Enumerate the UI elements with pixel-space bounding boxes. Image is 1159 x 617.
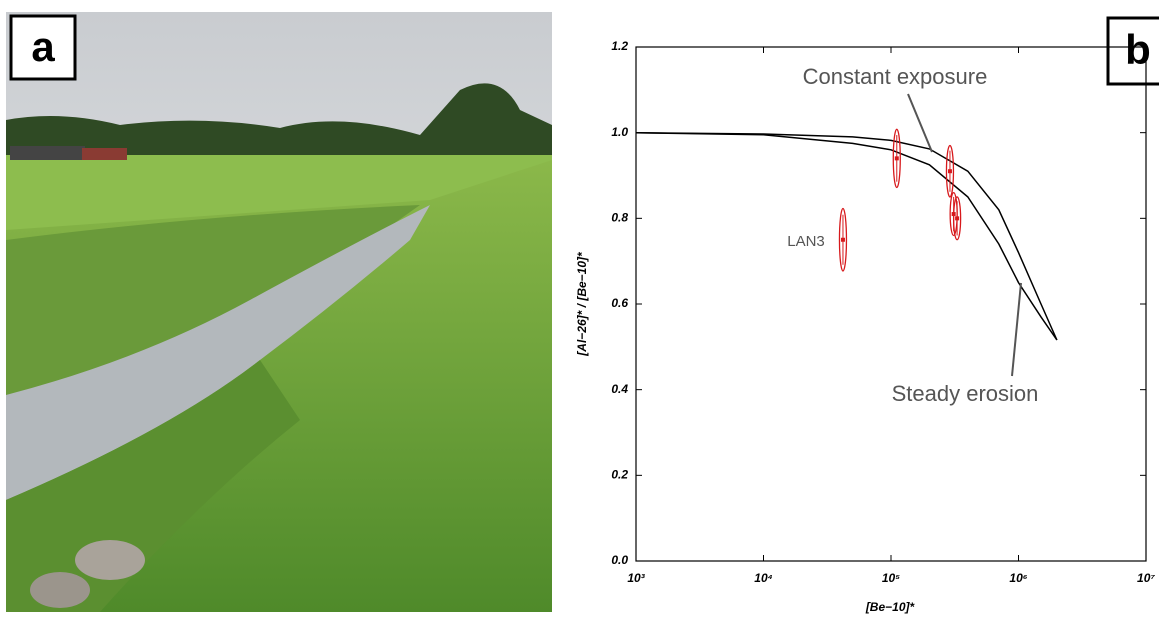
y-axis-label: [Al−26]* / [Be−10]*	[575, 251, 589, 357]
point	[947, 169, 952, 174]
x-tick-label: 10³	[627, 571, 645, 585]
x-axis-label: [Be−10]*	[865, 600, 916, 614]
y-tick-label: 0.4	[611, 382, 628, 396]
y-tick-label: 0.8	[611, 211, 628, 225]
x-tick-label: 10⁷	[1137, 571, 1155, 585]
y-tick-label: 0.2	[611, 468, 628, 482]
x-tick-label: 10⁴	[754, 571, 772, 585]
annotation: Constant exposure	[803, 64, 988, 89]
photo	[6, 12, 552, 612]
y-tick-label: 1.2	[611, 39, 628, 53]
annotation: Steady erosion	[892, 381, 1039, 406]
panel-label-box	[9, 14, 77, 81]
y-tick-label: 0.0	[611, 553, 628, 567]
model-curve	[635, 131, 1058, 341]
y-tick-label: 0.6	[611, 296, 628, 310]
leader-line	[907, 93, 933, 153]
panel-label: b	[1125, 26, 1151, 73]
x-tick-label: 10⁵	[882, 571, 900, 585]
error-ellipse	[952, 196, 962, 241]
error-ellipse	[838, 207, 848, 272]
point	[840, 237, 845, 242]
panel-label: a	[31, 23, 55, 70]
point	[955, 216, 960, 221]
panel-label-box	[1106, 16, 1159, 86]
plot-frame	[635, 46, 1147, 562]
y-tick-label: 1.0	[611, 125, 628, 139]
x-tick-label: 10⁶	[1009, 571, 1027, 585]
point	[894, 156, 899, 161]
leader-line	[1011, 282, 1022, 377]
error-ellipse	[892, 128, 901, 189]
annotation: LAN3	[787, 233, 825, 250]
error-ellipse	[945, 144, 955, 198]
model-curve	[635, 131, 1058, 341]
